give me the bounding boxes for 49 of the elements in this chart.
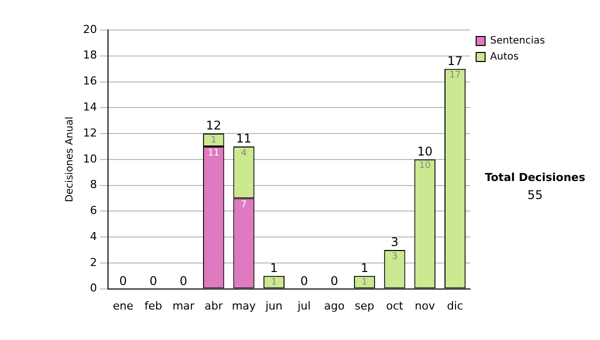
legend-label: Sentencias [490,36,546,47]
x-tick-label: feb [144,299,162,312]
total-label: 11 [236,132,252,146]
y-tick-label: 2 [90,256,97,269]
text: 55 [527,188,543,202]
x-tick-label: abr [204,299,224,312]
x-tick-label: ago [324,299,345,312]
x-tick-label: mar [172,299,195,312]
x-tick-label: may [232,299,256,312]
data-label: 10 [419,161,431,172]
total-label: 12 [206,118,222,133]
text: Total Decisiones [484,170,586,184]
x-tick-label: ene [112,299,134,312]
data-label: 17 [449,70,461,81]
data-label: 1 [271,278,277,288]
y-tick-label: 18 [82,48,97,62]
y-tick-label: 4 [90,230,97,243]
y-tick-label: 0 [90,282,97,295]
data-label: 1 [362,278,368,288]
data-label: 11 [208,148,220,158]
data-label: 7 [240,200,247,210]
x-tick-label: jun [264,299,283,312]
legend-label: Autos [490,52,519,63]
x-tick-label: jul [296,299,311,312]
total-label: 17 [447,54,463,68]
total-label: 0 [119,274,127,288]
x-tick-label: nov [414,299,436,312]
total-label: 0 [330,274,338,288]
y-tick-label: 20 [82,22,97,36]
total-label: 0 [149,274,158,288]
y-tick-label: 6 [90,204,97,218]
x-tick-label: sep [354,299,374,312]
total-label: 3 [390,235,399,250]
y-axis-title: Decisiones Anual [64,116,76,202]
data-label: 3 [392,252,398,262]
y-tick-label: 14 [82,100,97,114]
total-label: 1 [270,260,278,275]
x-tick-label: oct [386,299,404,312]
total-label: 0 [300,274,308,288]
data-label: 1 [210,135,216,146]
x-tick-label: dic [447,299,464,312]
y-tick-label: 8 [90,178,97,192]
total-label: 10 [417,144,433,159]
y-tick-label: 12 [82,126,97,140]
data-label: 4 [240,148,247,158]
total-label: 0 [180,274,188,288]
y-tick-label: 16 [82,74,97,88]
total-label: 1 [360,260,368,275]
y-tick-label: 10 [82,152,97,166]
